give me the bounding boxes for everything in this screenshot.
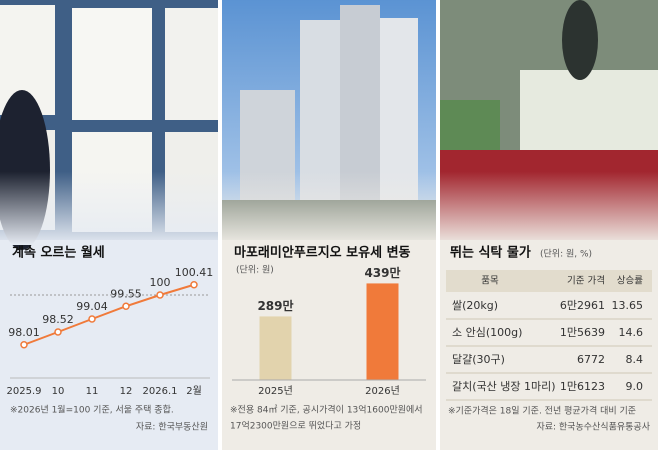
table-header: 품목 xyxy=(481,276,499,287)
unit: (단위: 원) xyxy=(236,265,274,276)
chart-title: 계속 오르는 월세 xyxy=(12,245,105,261)
table-cell: 6만2961 xyxy=(560,299,605,312)
data-label: 99.04 xyxy=(76,300,108,313)
table-title: 뛰는 식탁 물가 xyxy=(450,245,531,261)
note: ※2026년 1월=100 기준, 서울 주택 종합. xyxy=(10,404,174,416)
data-label: 98.52 xyxy=(42,313,74,326)
data-label: 439만 xyxy=(364,265,400,280)
photo-grocery xyxy=(440,0,658,245)
data-label: 289만 xyxy=(257,298,293,313)
note: ※전용 84㎡ 기준, 공시가격이 13억1600만원에서 xyxy=(230,404,423,416)
data-label: 100.41 xyxy=(175,266,214,279)
note: 자료: 한국부동산원 xyxy=(136,422,208,433)
note: 17억2300만원으로 뛰었다고 가정 xyxy=(230,420,361,432)
unit: (단위: 원, %) xyxy=(540,249,592,260)
table-header: 기준 가격 xyxy=(567,275,605,287)
table-cell: 소 안심(100g) xyxy=(452,326,522,339)
x-tick-label: 12 xyxy=(120,386,133,397)
point xyxy=(54,328,62,336)
note: ※기준가격은 18일 기준. 전년 평균가격 대비 기준 xyxy=(448,405,636,417)
data-label: 98.01 xyxy=(8,326,40,339)
x-tick-label: 2026.1 xyxy=(143,386,178,397)
x-tick-label: 10 xyxy=(52,386,65,397)
fade xyxy=(440,0,658,245)
bar xyxy=(366,283,399,380)
x-tick-label: 2025.9 xyxy=(7,386,42,397)
fade xyxy=(0,0,218,245)
x-tick-label: 11 xyxy=(86,386,99,397)
photo-apartment xyxy=(222,0,436,245)
point xyxy=(156,291,164,299)
point xyxy=(88,315,96,323)
table-cell: 8.4 xyxy=(626,353,644,366)
point xyxy=(122,302,130,310)
note: 자료: 한국농수산식품유통공사 xyxy=(536,422,650,433)
table-header: 상승률 xyxy=(617,276,643,287)
line xyxy=(23,283,195,346)
photo-rent xyxy=(0,0,218,250)
fade xyxy=(222,0,436,245)
x-tick-label: 2월 xyxy=(186,385,202,397)
table-cell: 갈치(국산 냉장 1마리) xyxy=(452,379,556,393)
table-cell: 13.65 xyxy=(612,299,644,312)
chart-title: 마포래미안푸르지오 보유세 변동 xyxy=(234,245,411,261)
table-cell: 달걀(30구) xyxy=(452,353,505,366)
bar xyxy=(259,316,292,380)
table-cell: 9.0 xyxy=(626,380,644,393)
table-cell: 1만6123 xyxy=(560,380,605,393)
table-cell: 6772 xyxy=(577,353,605,366)
table-cell: 쌀(20kg) xyxy=(452,299,498,312)
table-cell: 14.6 xyxy=(619,326,644,339)
data-label: 99.55 xyxy=(110,287,142,300)
table-header-bg xyxy=(446,270,652,292)
x-tick-label: 2026년 xyxy=(365,385,400,397)
x-tick-label: 2025년 xyxy=(258,385,293,397)
table-cell: 1만5639 xyxy=(560,326,605,339)
data-label: 100 xyxy=(150,276,171,289)
point xyxy=(20,341,28,349)
point xyxy=(190,281,198,289)
